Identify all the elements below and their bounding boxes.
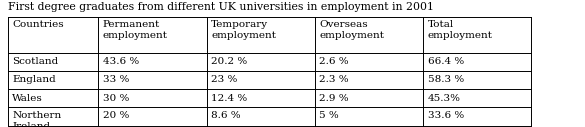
Text: Temporary
employment: Temporary employment — [211, 20, 276, 40]
Text: 30 %: 30 % — [103, 94, 129, 103]
Text: 43.6 %: 43.6 % — [103, 57, 139, 66]
Text: 58.3 %: 58.3 % — [428, 75, 464, 84]
Text: 20 %: 20 % — [103, 111, 129, 120]
Text: 20.2 %: 20.2 % — [211, 57, 247, 66]
Text: Overseas
employment: Overseas employment — [319, 20, 384, 40]
Text: Scotland: Scotland — [12, 57, 58, 66]
Text: Wales: Wales — [12, 94, 43, 103]
Text: Total
employment: Total employment — [428, 20, 493, 40]
Text: Countries: Countries — [12, 20, 64, 29]
Text: 33 %: 33 % — [103, 75, 129, 84]
Text: 66.4 %: 66.4 % — [428, 57, 464, 66]
Text: First degree graduates from different UK universities in employment in 2001: First degree graduates from different UK… — [8, 2, 433, 12]
Text: 12.4 %: 12.4 % — [211, 94, 247, 103]
Text: 5 %: 5 % — [319, 111, 339, 120]
Text: Permanent
employment: Permanent employment — [103, 20, 168, 40]
Text: 45.3%: 45.3% — [428, 94, 460, 103]
Text: 23 %: 23 % — [211, 75, 238, 84]
Text: 2.9 %: 2.9 % — [319, 94, 349, 103]
Text: Northern
Ireland: Northern Ireland — [12, 111, 61, 127]
Text: 8.6 %: 8.6 % — [211, 111, 241, 120]
Text: 33.6 %: 33.6 % — [428, 111, 464, 120]
Text: 2.6 %: 2.6 % — [319, 57, 349, 66]
Text: 2.3 %: 2.3 % — [319, 75, 349, 84]
Text: England: England — [12, 75, 56, 84]
